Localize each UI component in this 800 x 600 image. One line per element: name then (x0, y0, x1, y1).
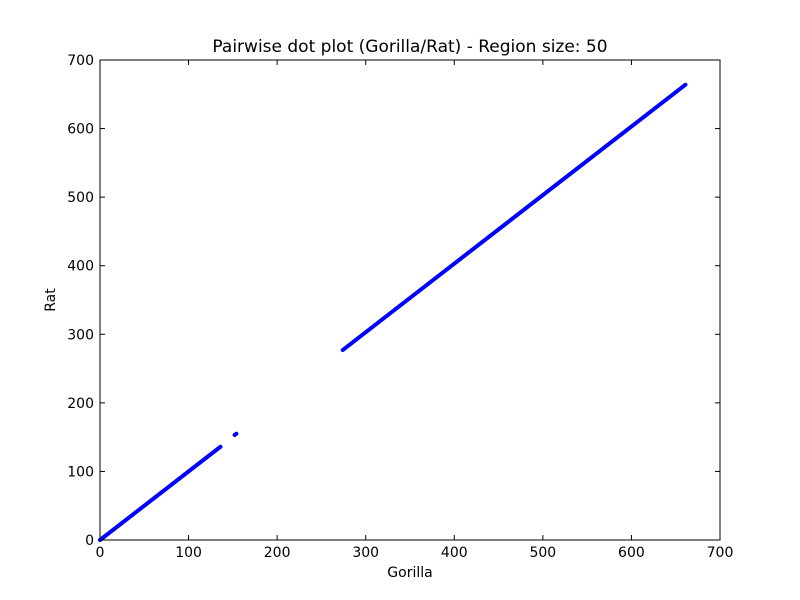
chart-title: Pairwise dot plot (Gorilla/Rat) - Region… (212, 37, 607, 57)
dot-segment-2 (232, 431, 239, 438)
x-tick-label: 500 (529, 545, 556, 561)
x-tick-label: 300 (352, 545, 379, 561)
x-tick-label: 400 (441, 545, 468, 561)
dot-segment-3 (340, 82, 688, 353)
y-tick-label: 200 (67, 396, 94, 412)
data-series (98, 82, 688, 542)
y-tick-label: 500 (67, 190, 94, 206)
y-tick-label: 0 (85, 533, 94, 549)
y-tick-label: 700 (67, 53, 94, 69)
x-axis-ticks: 0 100 200 300 400 500 600 700 (96, 60, 734, 561)
dot-segment-1 (98, 444, 223, 542)
plot-area (98, 59, 721, 542)
y-tick-label: 600 (67, 122, 94, 138)
x-tick-label: 700 (707, 545, 734, 561)
y-axis-ticks: 0 100 200 300 400 500 600 700 (67, 53, 720, 549)
y-tick-label: 300 (67, 327, 94, 343)
x-tick-label: 0 (96, 545, 105, 561)
y-tick-label: 100 (67, 464, 94, 480)
y-axis-label: Rat (43, 288, 59, 312)
y-tick-label: 400 (67, 259, 94, 275)
x-tick-label: 100 (175, 545, 202, 561)
x-tick-label: 600 (618, 545, 645, 561)
x-axis-label: Gorilla (387, 565, 432, 581)
x-tick-label: 200 (264, 545, 291, 561)
